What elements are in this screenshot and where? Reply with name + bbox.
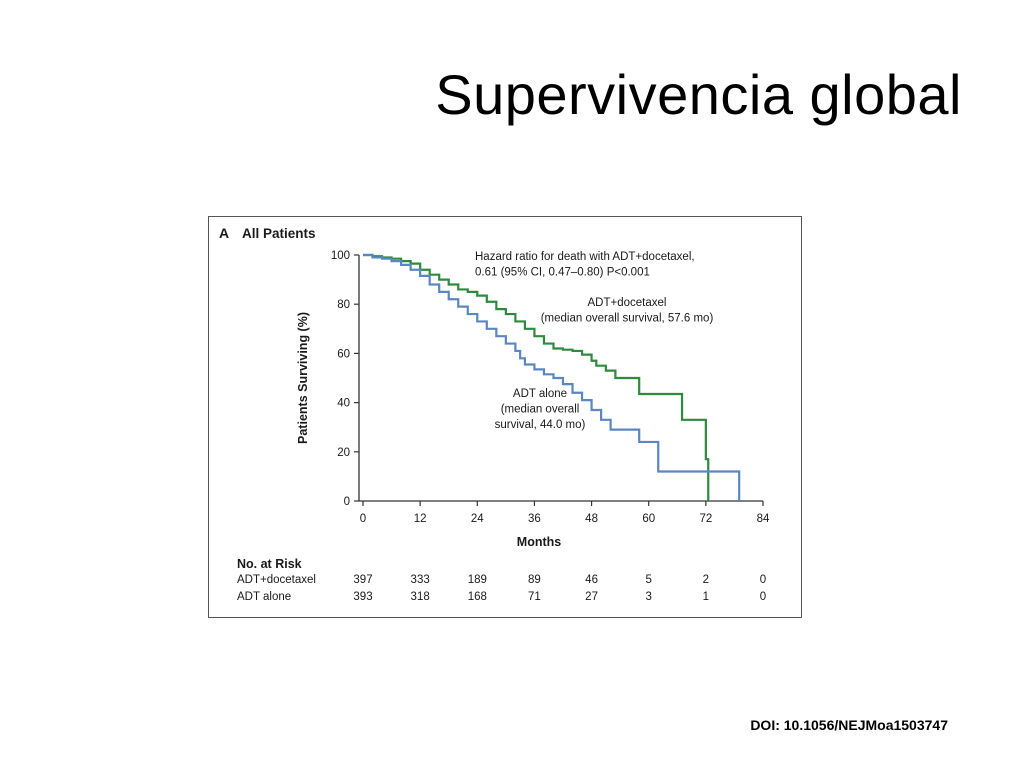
adt-alone-label: (median overall — [501, 404, 580, 416]
y-tick-label: 100 — [331, 250, 350, 262]
y-tick-label: 40 — [337, 398, 350, 410]
x-tick-label: 48 — [585, 513, 598, 525]
x-tick-label: 84 — [757, 513, 770, 525]
doi-citation: DOI: 10.1056/NEJMoa1503747 — [750, 717, 948, 733]
at-risk-value: 3 — [646, 591, 652, 603]
at-risk-value: 27 — [585, 591, 598, 603]
x-tick-label: 72 — [699, 513, 712, 525]
panel-title: All Patients — [242, 226, 316, 241]
at-risk-value: 89 — [528, 574, 541, 586]
at-risk-value: 189 — [468, 574, 487, 586]
adt-docetaxel-curve — [363, 253, 710, 501]
y-tick-label: 20 — [337, 447, 350, 459]
y-axis-title: Patients Surviving (%) — [296, 312, 310, 444]
at-risk-value: 0 — [760, 574, 766, 586]
at-risk-value: 393 — [353, 591, 372, 603]
x-tick-label: 60 — [642, 513, 655, 525]
x-axis-title: Months — [517, 535, 561, 549]
adt-docetaxel-label: ADT+docetaxel — [588, 297, 667, 309]
at-risk-value: 1 — [703, 591, 709, 603]
panel-letter: A — [219, 225, 229, 241]
at-risk-value: 333 — [411, 574, 430, 586]
at-risk-value: 2 — [703, 574, 709, 586]
at-risk-value: 71 — [528, 591, 541, 603]
x-tick-label: 36 — [528, 513, 541, 525]
x-tick-label: 0 — [360, 513, 366, 525]
axes: 0 12 24 36 48 60 72 84 0 20 40 60 80 100 — [331, 250, 770, 525]
adt-alone-label: survival, 44.0 mo) — [495, 419, 586, 431]
hazard-ratio-annotation: 0.61 (95% CI, 0.47–0.80) P<0.001 — [475, 267, 650, 279]
kaplan-meier-chart: A All Patients 0 12 24 36 48 60 72 840204060801… — [219, 225, 770, 603]
survival-curves — [363, 253, 741, 501]
at-risk-value: 168 — [468, 591, 487, 603]
x-tick-label: 24 — [471, 513, 484, 525]
number-at-risk-table: No. at Risk ADT+docetaxel 397 333 189 89 46 5 2… — [237, 557, 766, 603]
at-risk-value: 318 — [411, 591, 430, 603]
adt-alone-curve — [363, 253, 741, 501]
x-tick-label: 12 — [414, 513, 427, 525]
at-risk-row-label: ADT+docetaxel — [237, 574, 316, 586]
kaplan-meier-figure: A All Patients 0 12 24 36 48 60 72 84 0 20 40 60 80 1… — [208, 216, 802, 618]
at-risk-value: 5 — [646, 574, 652, 586]
y-tick-label: 0 — [344, 496, 350, 508]
hazard-ratio-annotation: Hazard ratio for death with ADT+docetaxe… — [475, 251, 695, 263]
adt-docetaxel-label: (median overall survival, 57.6 mo) — [541, 313, 714, 325]
y-tick-label: 60 — [337, 348, 350, 360]
at-risk-value: 397 — [353, 574, 372, 586]
adt-alone-label: ADT alone — [513, 388, 567, 400]
at-risk-row-label: ADT alone — [237, 591, 291, 603]
at-risk-value: 46 — [585, 574, 598, 586]
annotations: Hazard ratio for death with ADT+docetaxe… — [475, 251, 713, 431]
slide-title: Supervivencia global — [435, 63, 962, 126]
at-risk-header: No. at Risk — [237, 557, 302, 571]
at-risk-value: 0 — [760, 591, 766, 603]
y-tick-label: 80 — [337, 299, 350, 311]
